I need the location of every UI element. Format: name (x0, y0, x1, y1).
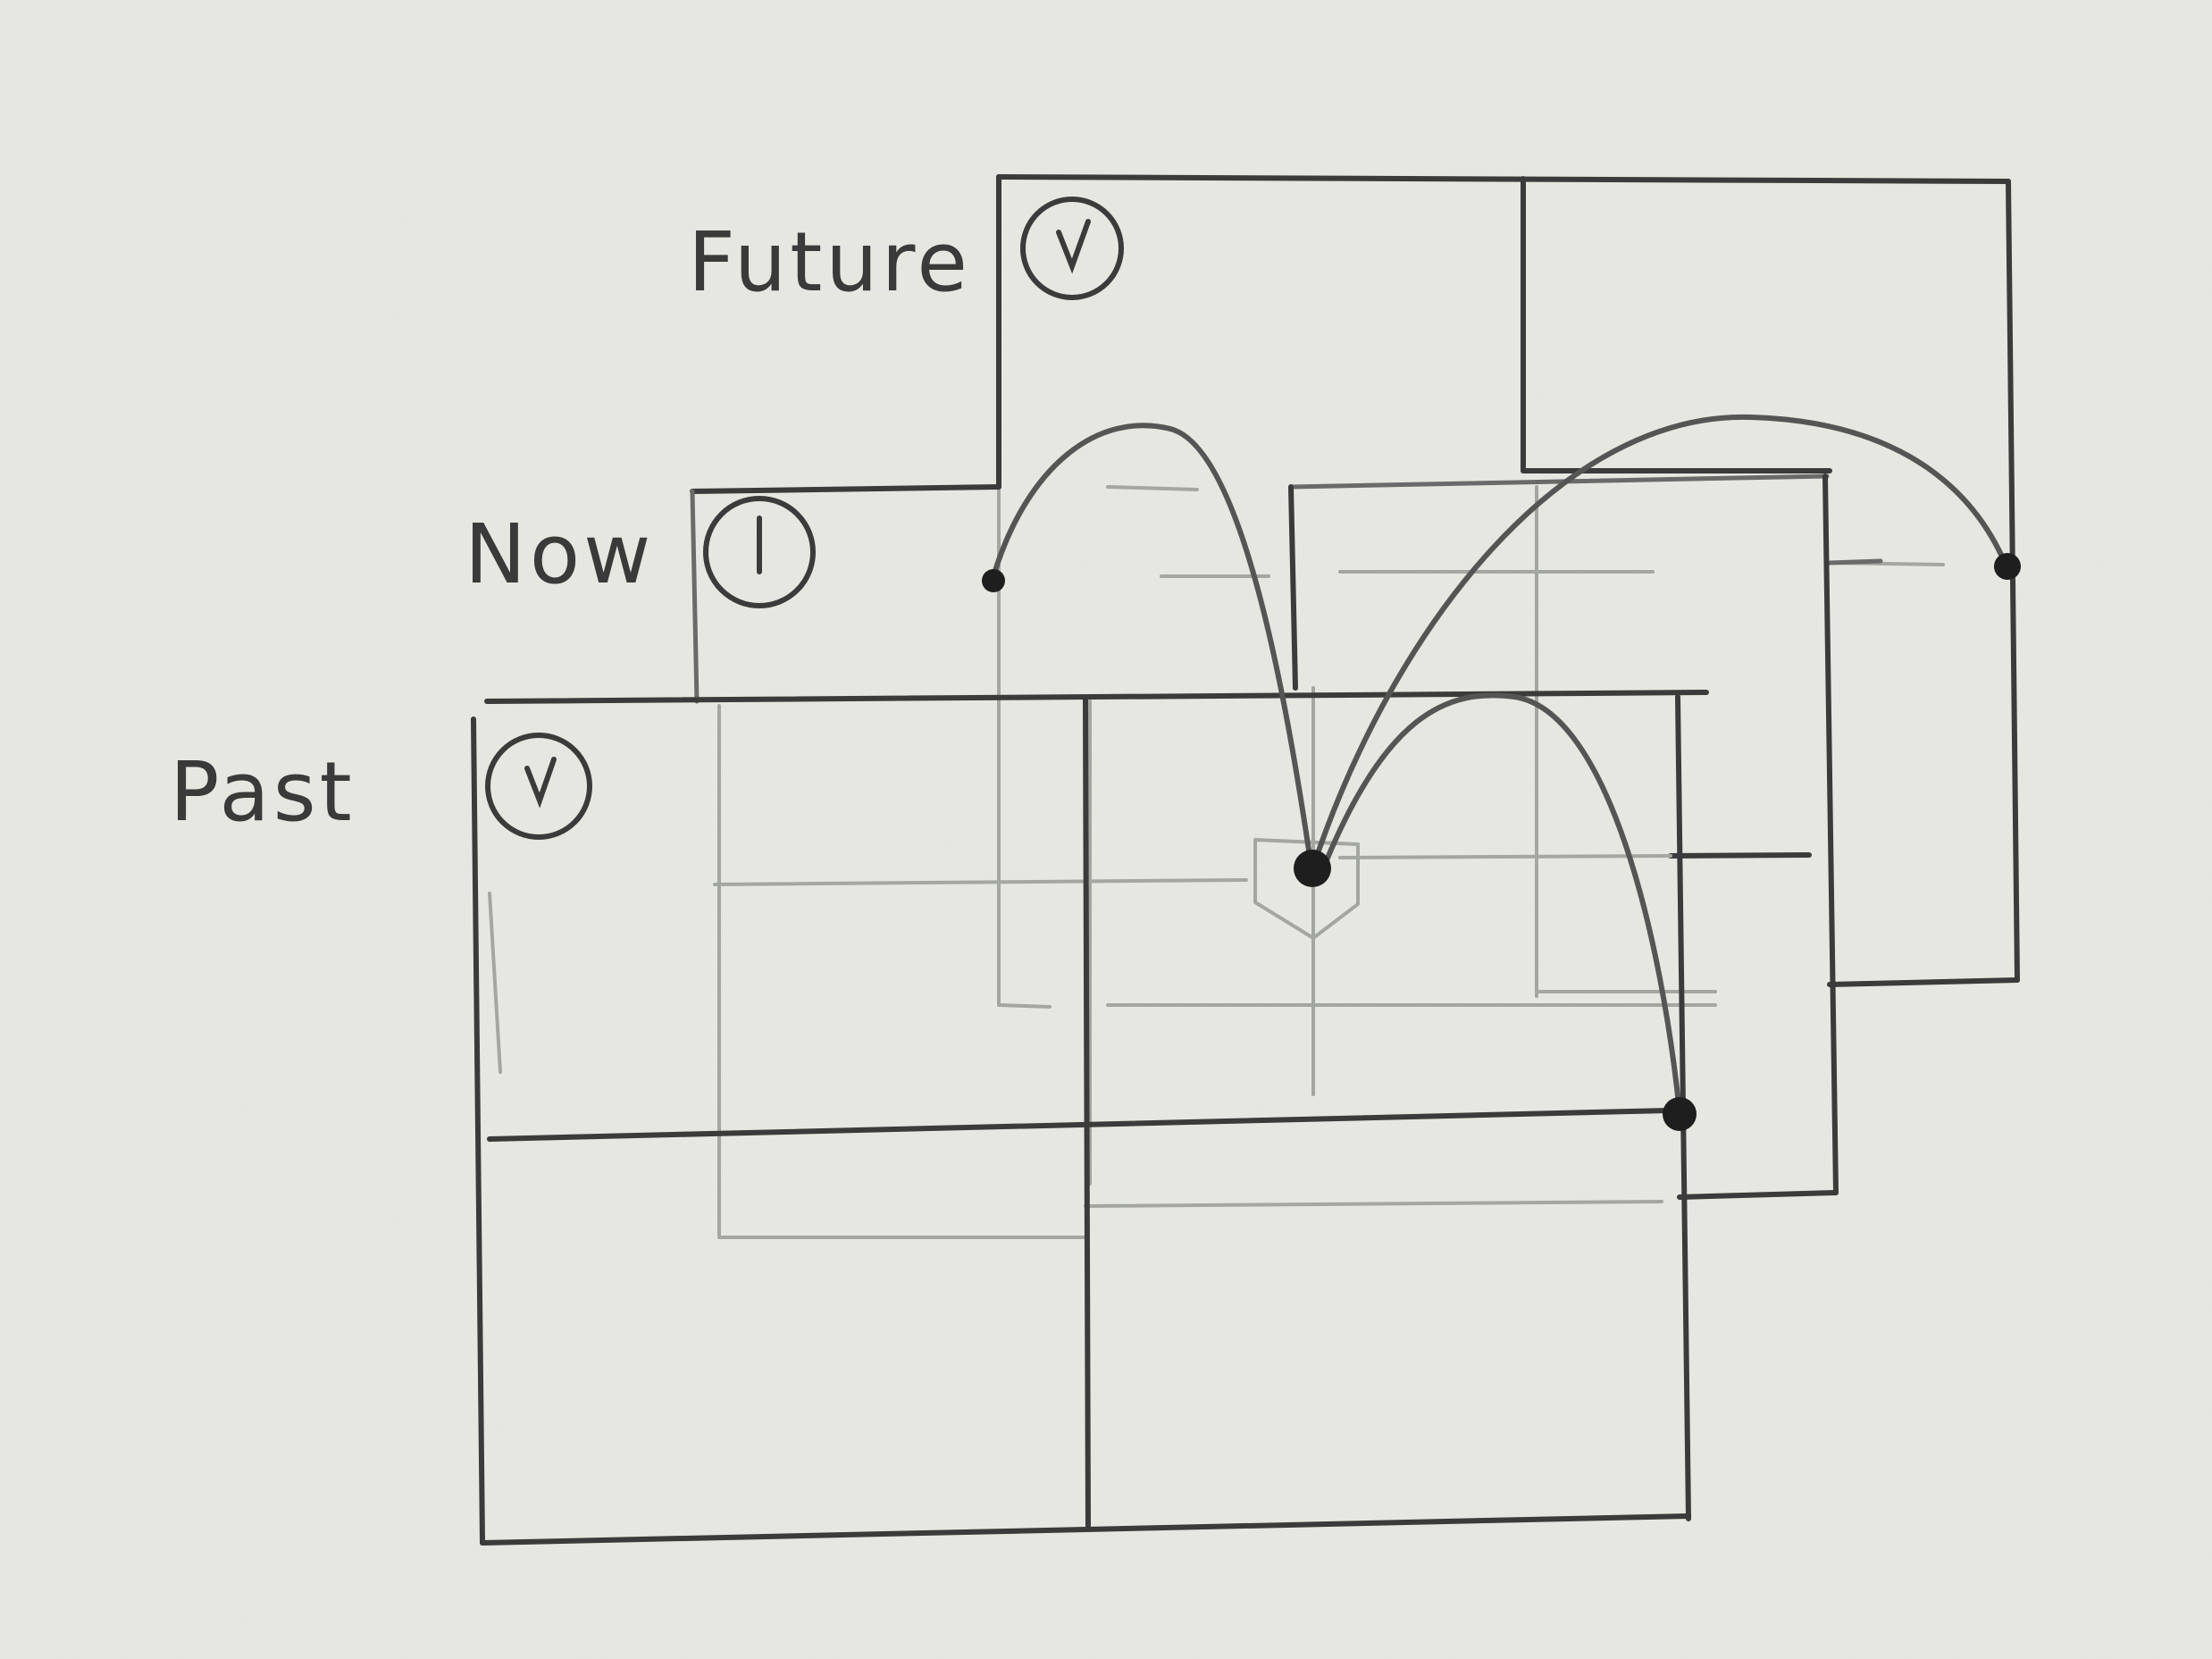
past-frame (471, 690, 1709, 1546)
past-label: Past (170, 744, 356, 840)
transition-arcs (991, 414, 2008, 1115)
arc-junction-to-future (1311, 414, 2008, 869)
transition-dots (982, 553, 2021, 1131)
future-label: Future (688, 214, 971, 310)
check-circle-icon (485, 733, 592, 840)
clock-circle-icon (703, 496, 816, 608)
now-state-dot (982, 569, 1005, 592)
future-frame (996, 174, 2020, 1009)
now-frame (690, 473, 1839, 1239)
junction-state-dot (1294, 850, 1331, 887)
now-label: Now (465, 507, 654, 602)
past-state-dot (1663, 1097, 1697, 1131)
label-past: Past (170, 733, 592, 840)
arc-junction-to-past (1320, 692, 1682, 1115)
future-state-dot (1994, 553, 2021, 580)
label-future: Future (688, 197, 1124, 310)
arc-now-to-junction (991, 423, 1314, 871)
check-circle-icon (1020, 197, 1124, 300)
label-now: Now (465, 496, 816, 608)
